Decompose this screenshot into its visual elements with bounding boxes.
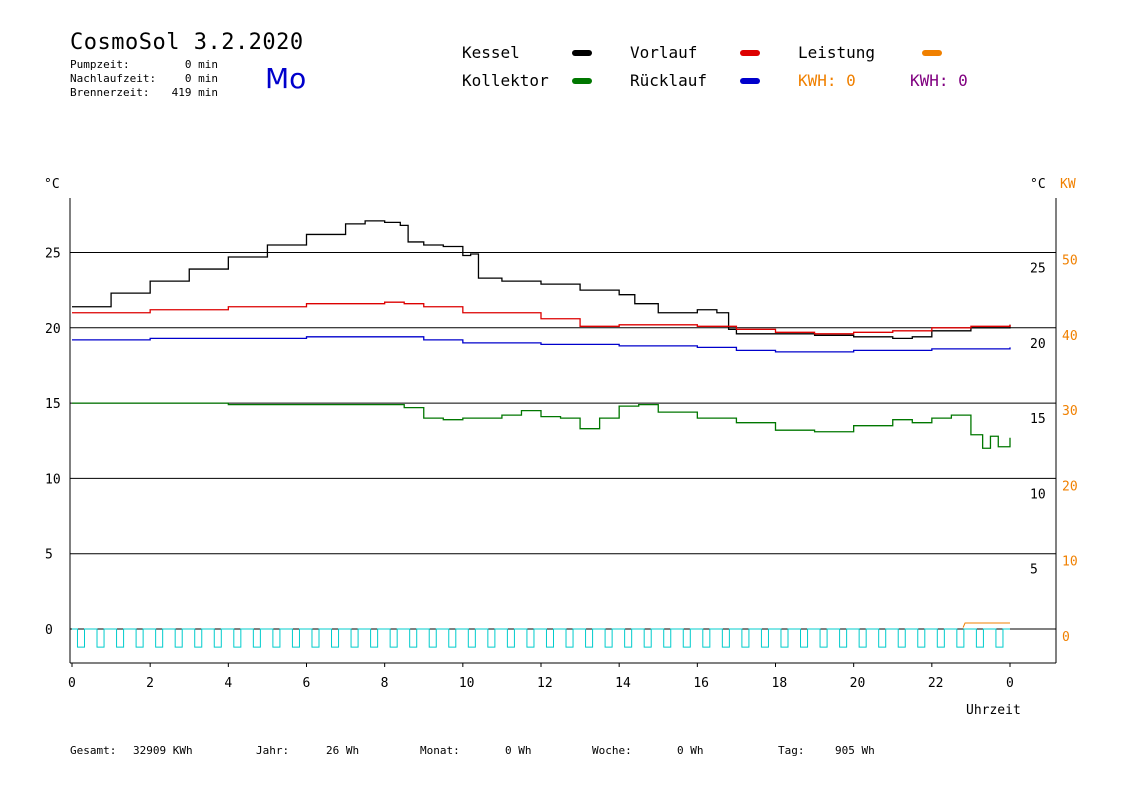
x-tick-label: 16: [693, 676, 709, 691]
stat-value-brennerzeit: 419 min: [171, 86, 218, 99]
x-tick-label: 10: [459, 676, 475, 691]
x-axis-label: Uhrzeit: [966, 703, 1021, 718]
x-tick-label: 18: [772, 676, 788, 691]
legend-kollektor-label: Kollektor: [462, 71, 549, 90]
y-right-tick-label: 20: [1030, 337, 1046, 352]
chart-grid: [70, 252, 1056, 630]
y-kw-unit: KW: [1060, 177, 1076, 192]
x-tick-label: 20: [850, 676, 866, 691]
footer-monat-label: Monat:: [420, 744, 460, 757]
x-tick-label: 0: [68, 676, 76, 691]
footer-monat-value: 0 Wh: [505, 744, 532, 757]
footer-gesamt-label: Gesamt:: [70, 744, 117, 757]
y-right-tick-label: 10: [1030, 487, 1046, 502]
stat-value-nachlaufzeit: 0 min: [184, 72, 218, 85]
x-tick-label: 12: [537, 676, 553, 691]
x-tick-label: 8: [381, 676, 389, 691]
legend-kwh-orange: KWH: 0: [798, 71, 856, 90]
leistung-line: [962, 622, 1010, 628]
footer-tag-label: Tag:: [778, 744, 805, 757]
footer-woche-value: 0 Wh: [677, 744, 704, 757]
y-kw-tick-label: 30: [1062, 404, 1078, 419]
x-tick-label: 2: [146, 676, 154, 691]
legend-leistung-swatch: [922, 50, 942, 56]
chart-labels: 0 5 10 15 20 25 5 10 15 20 25 0 10 20 30 40 50 °C °C KW 0 2 4 6…: [44, 177, 1078, 718]
footer-gesamt-value: 32909 KWh: [133, 744, 193, 757]
x-tick-label: 4: [224, 676, 232, 691]
series-kessel-line: [72, 220, 1011, 339]
y-right-tick-label: 25: [1030, 262, 1046, 277]
legend-kwh-purple: KWH: 0: [910, 71, 968, 90]
page-title: CosmoSol 3.2.2020: [70, 30, 304, 55]
y-kw-tick-label: 20: [1062, 479, 1078, 494]
legend-vorlauf-label: Vorlauf: [630, 43, 698, 62]
y-left-unit: °C: [44, 177, 60, 192]
legend-vorlauf-swatch: [740, 50, 760, 56]
weekday-label: Mo: [265, 62, 307, 95]
y-left-tick-label: 10: [45, 472, 61, 487]
y-right-unit: °C: [1030, 177, 1046, 192]
x-tick-label: 14: [615, 676, 631, 691]
y-right-tick-label: 15: [1030, 412, 1046, 427]
series-ruecklauf-line: [72, 336, 1011, 353]
x-tick-label: 0: [1006, 676, 1014, 691]
legend-kollektor-swatch: [572, 78, 592, 84]
footer-tag-value: 905 Wh: [835, 744, 875, 757]
stat-value-pumpzeit: 0 min: [184, 58, 218, 71]
legend-kessel-swatch: [572, 50, 592, 56]
chart-axes: [69, 198, 1057, 667]
x-tick-label: 22: [928, 676, 944, 691]
y-left-tick-label: 25: [45, 247, 61, 262]
y-left-tick-label: 0: [45, 623, 53, 638]
series-vorlauf-line: [72, 301, 1011, 335]
x-tick-label: 6: [303, 676, 311, 691]
y-left-tick-label: 20: [45, 322, 61, 337]
stat-label-pumpzeit: Pumpzeit:: [70, 58, 130, 71]
pump-signal: [72, 622, 1010, 648]
series-kollektor-line: [72, 402, 1011, 449]
legend-ruecklauf-label: Rücklauf: [630, 71, 708, 90]
y-left-tick-label: 15: [45, 397, 61, 412]
legend-leistung-label: Leistung: [798, 43, 876, 62]
legend-ruecklauf-swatch: [740, 78, 760, 84]
y-kw-tick-label: 40: [1062, 329, 1078, 344]
stat-label-brennerzeit: Brennerzeit:: [70, 86, 150, 99]
y-kw-tick-label: 50: [1062, 254, 1078, 269]
chart-series: [72, 220, 1011, 449]
y-kw-tick-label: 10: [1062, 555, 1078, 570]
y-kw-tick-label: 0: [1062, 630, 1070, 645]
y-left-tick-label: 5: [45, 548, 53, 563]
pump-line: [72, 628, 1010, 648]
footer-woche-label: Woche:: [592, 744, 632, 757]
y-right-tick-label: 5: [1030, 563, 1038, 578]
footer-jahr-label: Jahr:: [256, 744, 290, 757]
stat-label-nachlaufzeit: Nachlaufzeit:: [70, 72, 157, 85]
legend-kessel-label: Kessel: [462, 43, 520, 62]
footer-jahr-value: 26 Wh: [326, 744, 360, 757]
